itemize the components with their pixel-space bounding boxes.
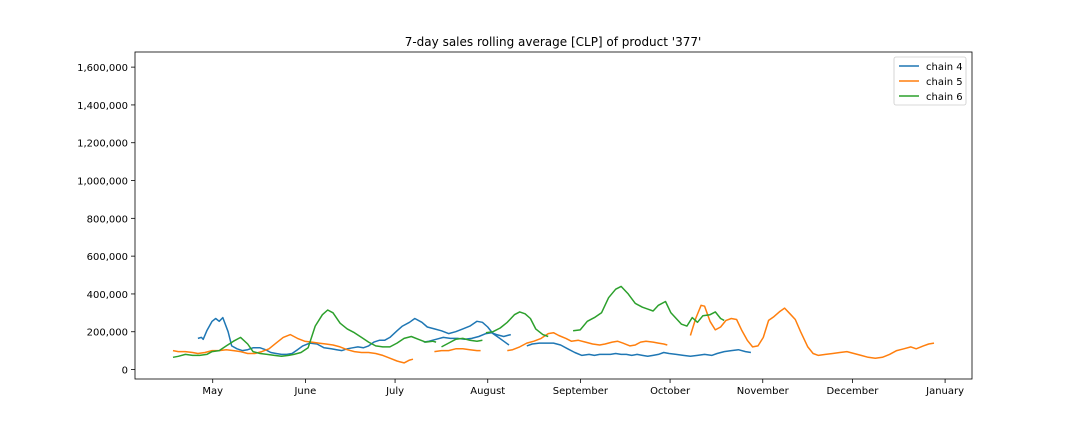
series-line-chain-5 [434, 348, 481, 353]
legend-label: chain 4 [926, 62, 963, 73]
y-tick-label: 600,000 [87, 252, 128, 263]
chart-title: 7-day sales rolling average [CLP] of pro… [405, 35, 702, 49]
series-line-chain-6 [172, 309, 437, 359]
y-tick-label: 1,400,000 [77, 101, 128, 112]
series-line-chain-6 [573, 285, 725, 332]
series-line-chain-5 [689, 304, 935, 359]
plot-area [172, 285, 935, 364]
y-tick-label: 200,000 [87, 328, 128, 339]
series-line-chain-4 [197, 316, 510, 356]
x-tick-label: May [202, 386, 223, 397]
series-line-chain-5 [507, 331, 668, 352]
y-tick-label: 800,000 [87, 214, 128, 225]
legend-label: chain 6 [926, 92, 963, 103]
x-axis: May June July August September October Novembe… [202, 379, 964, 397]
series-line-chain-6 [485, 311, 549, 338]
x-tick-label: January [925, 386, 964, 397]
x-tick-label: September [553, 386, 609, 397]
series-line-chain-5 [172, 333, 414, 364]
y-axis: 0 200,000 400,000 600,000 800,000 1,000,000 1,… [77, 63, 135, 377]
x-tick-label: July [385, 386, 404, 397]
legend: chain 4 chain 5 chain 6 [893, 56, 967, 106]
x-tick-label: June [293, 386, 316, 397]
legend-box [893, 56, 967, 106]
series-line-chain-4 [423, 331, 511, 343]
series-line-chain-6 [441, 337, 483, 348]
y-tick-label: 0 [122, 366, 128, 377]
y-tick-label: 1,200,000 [77, 139, 128, 150]
x-tick-label: August [470, 386, 505, 397]
y-tick-label: 1,000,000 [77, 177, 128, 188]
y-tick-label: 400,000 [87, 290, 128, 301]
plot-frame [134, 51, 973, 380]
x-tick-label: December [826, 386, 879, 397]
y-tick-label: 1,600,000 [77, 63, 128, 74]
x-tick-label: November [737, 386, 790, 397]
legend-label: chain 5 [926, 77, 963, 88]
series-line-chain-4 [526, 342, 752, 358]
x-tick-label: October [650, 386, 691, 397]
